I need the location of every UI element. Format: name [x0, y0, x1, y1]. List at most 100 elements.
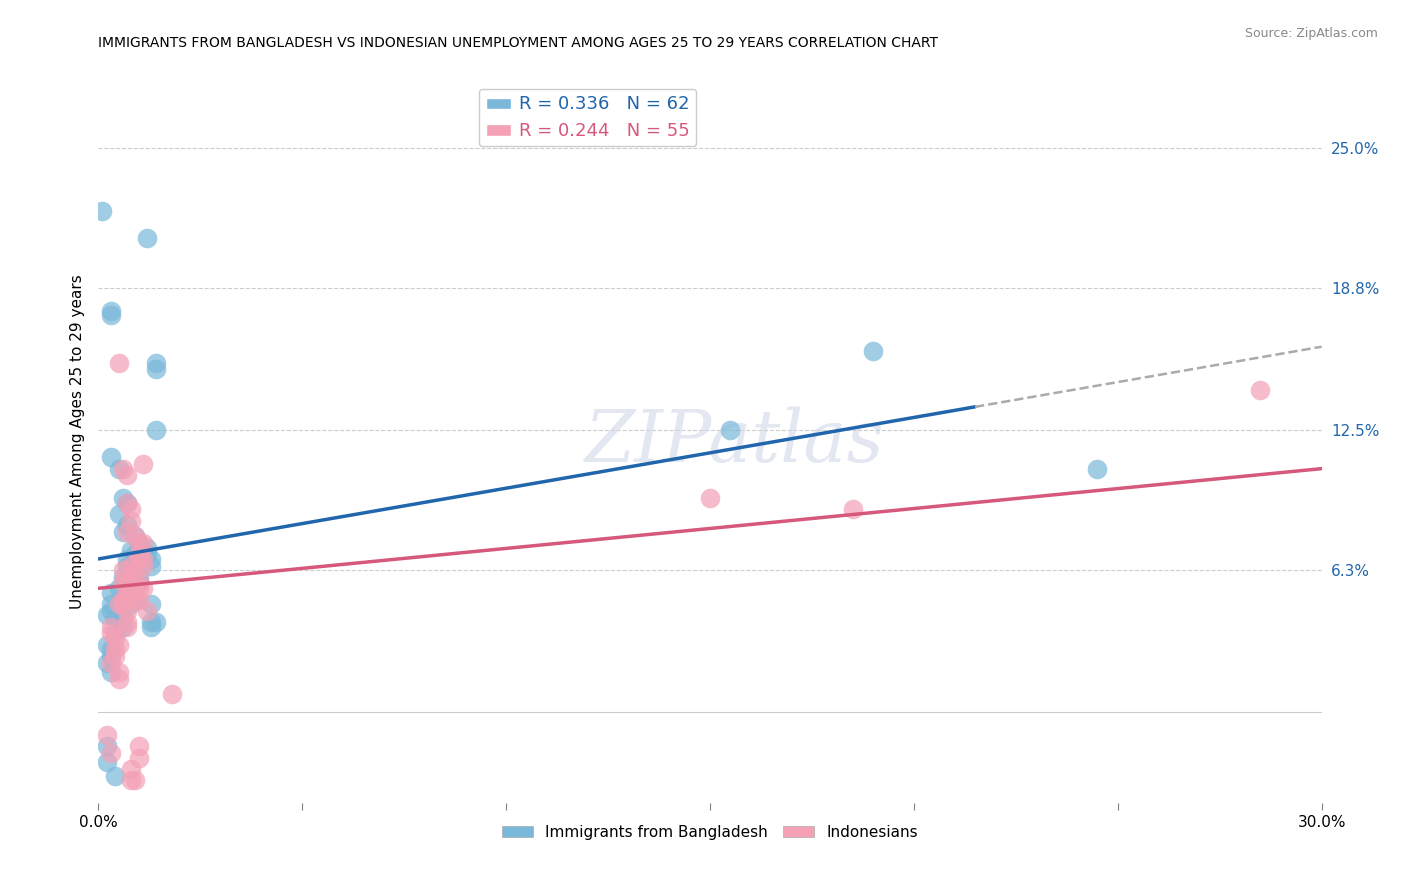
Point: [132, 548, 155, 562]
Point: [115, 524, 138, 539]
Point: [104, 642, 127, 657]
Point: [699, 491, 721, 505]
Point: [100, 620, 122, 634]
Point: [718, 423, 742, 437]
Point: [108, 672, 131, 686]
Point: [128, 536, 150, 550]
Point: [100, 308, 122, 322]
Point: [128, 552, 150, 566]
Point: [124, 563, 146, 577]
Point: [96, 656, 118, 670]
Point: [96, 728, 118, 742]
Point: [108, 355, 131, 369]
Point: [120, 574, 142, 589]
Point: [120, 514, 142, 528]
Point: [111, 620, 134, 634]
Point: [141, 552, 163, 566]
Point: [124, 548, 146, 562]
Legend: Immigrants from Bangladesh, Indonesians: Immigrants from Bangladesh, Indonesians: [496, 819, 924, 846]
Point: [100, 642, 122, 657]
Point: [111, 610, 134, 624]
Point: [100, 586, 122, 600]
Point: [132, 582, 155, 596]
Point: [100, 604, 122, 618]
Point: [104, 610, 127, 624]
Point: [120, 762, 142, 776]
Point: [115, 615, 138, 630]
Point: [108, 665, 131, 679]
Point: [120, 558, 142, 573]
Point: [115, 495, 138, 509]
Point: [120, 597, 142, 611]
Point: [145, 362, 167, 376]
Point: [132, 558, 155, 573]
Point: [100, 303, 122, 318]
Point: [100, 656, 122, 670]
Y-axis label: Unemployment Among Ages 25 to 29 years: Unemployment Among Ages 25 to 29 years: [69, 274, 84, 609]
Point: [136, 231, 159, 245]
Point: [141, 558, 163, 573]
Point: [1085, 461, 1108, 475]
Point: [128, 536, 150, 550]
Point: [120, 586, 142, 600]
Point: [111, 563, 134, 577]
Point: [120, 502, 142, 516]
Point: [111, 574, 134, 589]
Point: [108, 507, 131, 521]
Point: [104, 769, 127, 783]
Point: [128, 582, 150, 596]
Point: [100, 746, 122, 760]
Point: [128, 548, 150, 562]
Point: [96, 739, 118, 754]
Point: [115, 620, 138, 634]
Point: [132, 552, 155, 566]
Point: [1249, 383, 1271, 397]
Point: [100, 626, 122, 640]
Point: [111, 592, 134, 607]
Point: [115, 604, 138, 618]
Point: [115, 570, 138, 584]
Point: [136, 541, 159, 555]
Point: [111, 524, 134, 539]
Point: [115, 586, 138, 600]
Point: [124, 529, 146, 543]
Point: [124, 529, 146, 543]
Point: [124, 592, 146, 607]
Point: [100, 665, 122, 679]
Point: [111, 597, 134, 611]
Point: [96, 608, 118, 623]
Point: [124, 563, 146, 577]
Point: [104, 626, 127, 640]
Point: [128, 574, 150, 589]
Point: [120, 542, 142, 557]
Point: [96, 755, 118, 769]
Point: [120, 586, 142, 600]
Point: [132, 552, 155, 566]
Point: [111, 491, 134, 505]
Text: ZIPatlas: ZIPatlas: [585, 406, 884, 477]
Point: [120, 558, 142, 573]
Point: [128, 592, 150, 607]
Point: [132, 536, 155, 550]
Point: [108, 582, 131, 596]
Point: [111, 592, 134, 607]
Point: [111, 570, 134, 584]
Point: [100, 450, 122, 465]
Point: [108, 597, 131, 611]
Point: [141, 620, 163, 634]
Point: [128, 570, 150, 584]
Point: [862, 344, 884, 359]
Point: [128, 739, 150, 754]
Point: [841, 502, 863, 516]
Point: [104, 631, 127, 645]
Text: IMMIGRANTS FROM BANGLADESH VS INDONESIAN UNEMPLOYMENT AMONG AGES 25 TO 29 YEARS : IMMIGRANTS FROM BANGLADESH VS INDONESIAN…: [98, 36, 938, 50]
Point: [136, 604, 159, 618]
Point: [115, 558, 138, 573]
Point: [128, 750, 150, 764]
Point: [128, 574, 150, 589]
Point: [108, 638, 131, 652]
Point: [115, 518, 138, 533]
Point: [141, 615, 163, 630]
Point: [132, 457, 155, 471]
Point: [136, 548, 159, 562]
